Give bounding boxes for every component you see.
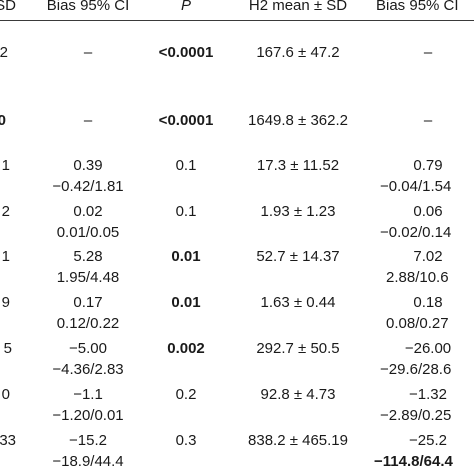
cell-h2-mean-sd: 1.93 ± 1.23 [260, 203, 336, 220]
cell-p: 0.002 [167, 340, 205, 357]
header-col-h2-mean-sd: H2 mean ± SD [248, 0, 348, 14]
cell-bias-ci: 0.12/0.22 [56, 315, 120, 332]
cell-bias: – [83, 112, 93, 129]
cell-bias-ci: 1.95/4.48 [56, 269, 120, 286]
header-col-bias-ci-2: Bias 95% CI [376, 0, 459, 14]
cell-bias-2: −25.2 [409, 432, 447, 449]
cell-sd: 0 [0, 112, 6, 129]
cell-bias-2: 7.02 [413, 248, 443, 265]
cell-bias-2: −26.00 [404, 340, 452, 357]
cell-bias-ci: −1.20/0.01 [52, 407, 124, 424]
cell-bias: – [83, 44, 93, 61]
cell-p: 0.1 [175, 157, 197, 174]
cell-bias-ci: −18.9/44.4 [52, 453, 124, 470]
cell-bias-ci-2: 0.08/0.27 [386, 315, 449, 332]
cell-sd: 2 [1, 203, 10, 220]
cell-bias-2: 0.79 [413, 157, 443, 174]
cell-bias-ci-2: −0.02/0.14 [380, 224, 452, 241]
cell-bias-2: – [423, 44, 433, 61]
cell-bias-ci-2: −2.89/0.25 [380, 407, 452, 424]
cell-p: 0.3 [175, 432, 197, 449]
cell-bias-ci-2: 2.88/10.6 [386, 269, 449, 286]
header-rule [0, 20, 474, 21]
cell-bias-ci-2: −29.6/28.6 [380, 361, 452, 378]
cell-h2-mean-sd: 167.6 ± 47.2 [256, 44, 340, 61]
cell-p: 0.01 [171, 248, 201, 265]
cell-bias: 5.28 [73, 248, 103, 265]
cell-sd: 0 [1, 386, 10, 403]
cell-h2-mean-sd: 292.7 ± 50.5 [256, 340, 340, 357]
cell-bias: −15.2 [69, 432, 107, 449]
cell-bias: −1.1 [73, 386, 103, 403]
table-header-row: SD Bias 95% CI P H2 mean ± SD Bias 95% C… [0, 0, 474, 18]
cell-bias-ci: −0.42/1.81 [52, 178, 124, 195]
cell-h2-mean-sd: 1649.8 ± 362.2 [248, 112, 348, 129]
cell-h2-mean-sd: 1.63 ± 0.44 [260, 294, 336, 311]
cell-sd: 2 [0, 44, 8, 61]
cell-p: 0.2 [175, 386, 197, 403]
cell-h2-mean-sd: 92.8 ± 4.73 [260, 386, 336, 403]
cell-bias-ci: 0.01/0.05 [56, 224, 120, 241]
cell-bias: −5.00 [69, 340, 107, 357]
cell-bias-2: −1.32 [409, 386, 447, 403]
cell-p: 0.1 [175, 203, 197, 220]
cell-bias: 0.17 [73, 294, 103, 311]
cell-bias: 0.02 [73, 203, 103, 220]
cell-bias-2: 0.18 [413, 294, 443, 311]
cell-sd: 1 [1, 248, 10, 265]
cell-bias-2: 0.06 [413, 203, 443, 220]
cell-h2-mean-sd: 17.3 ± 11.52 [256, 157, 340, 174]
cell-bias-ci: −4.36/2.83 [52, 361, 124, 378]
cell-sd: 33 [0, 432, 16, 449]
cell-p: <0.0001 [158, 112, 214, 129]
cell-sd: 5 [3, 340, 12, 357]
cell-h2-mean-sd: 838.2 ± 465.19 [248, 432, 348, 449]
header-col-bias-ci: Bias 95% CI [46, 0, 130, 14]
cell-p: 0.01 [171, 294, 201, 311]
header-col-p: P [180, 0, 192, 14]
cell-bias-ci-2: −114.8/64.4 [374, 453, 453, 470]
cell-sd: 1 [1, 157, 10, 174]
cell-p: <0.0001 [158, 44, 214, 61]
cell-bias: 0.39 [73, 157, 103, 174]
cell-h2-mean-sd: 52.7 ± 14.37 [256, 248, 340, 265]
cell-bias-2: – [423, 112, 433, 129]
cell-sd: 9 [1, 294, 10, 311]
header-col-sd: SD [0, 0, 16, 14]
cell-bias-ci-2: −0.04/1.54 [380, 178, 452, 195]
